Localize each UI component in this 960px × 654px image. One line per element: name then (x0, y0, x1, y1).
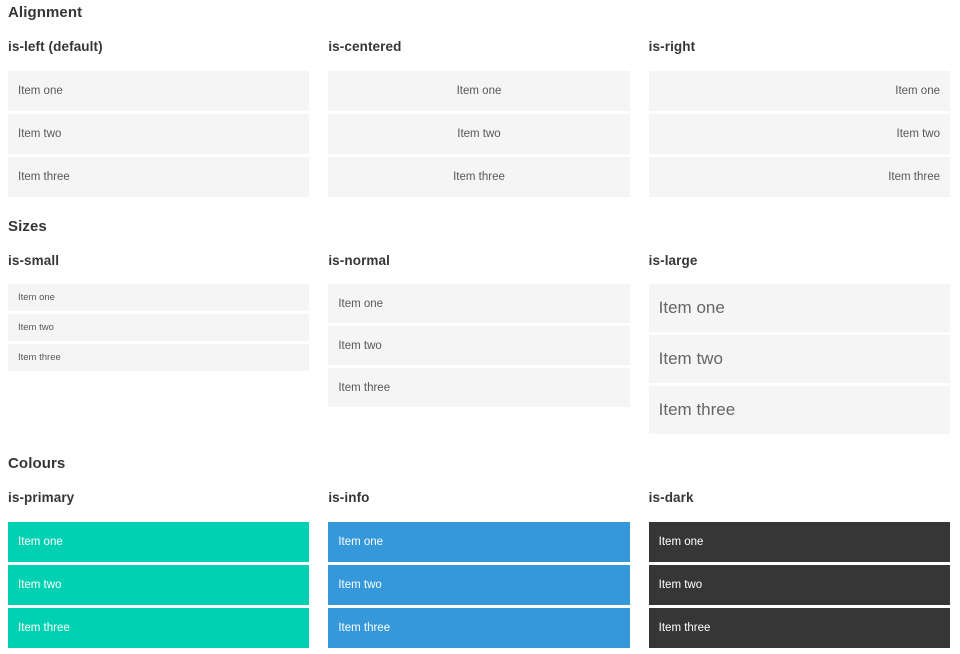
list-item: Item three (8, 607, 310, 648)
list-item: Item three (648, 386, 950, 434)
list-item: Item two (8, 564, 310, 605)
column-dark: is-dark Item one Item two Item three (648, 490, 950, 651)
item-list: Item one Item two Item three (328, 521, 630, 648)
item-list: Item one Item two Item three (328, 284, 630, 407)
list-item: Item three (328, 368, 630, 407)
column-subtitle: is-centered (328, 39, 402, 54)
column-subtitle: is-primary (8, 490, 75, 505)
section-sizes: Sizes is-small Item one Item two Item thre… (8, 219, 950, 438)
list-item: Item two (648, 564, 950, 605)
section-colours: Colours is-primary Item one Item two Item … (8, 456, 950, 651)
section-grid: is-left (default) Item one Item two Item t… (8, 40, 950, 200)
section-title: Sizes (8, 217, 47, 235)
column-subtitle: is-info (328, 490, 370, 505)
column-subtitle: is-small (8, 252, 60, 268)
list-item: Item two (648, 335, 950, 383)
list-item: Item three (328, 607, 630, 648)
column-left: is-left (default) Item one Item two Item t… (8, 39, 310, 200)
section-title: Alignment (8, 4, 83, 21)
section-grid: is-small Item one Item two Item three is-n… (8, 252, 950, 438)
list-item: Item one (648, 70, 950, 111)
section-grid: is-primary Item one Item two Item three is… (8, 491, 950, 651)
list-item: Item three (648, 156, 950, 197)
list-item: Item two (8, 314, 310, 341)
list-item: Item one (648, 284, 950, 332)
column-large: is-large Item one Item two Item three (648, 252, 950, 438)
section-alignment: Alignment is-left (default) Item one Item… (8, 5, 950, 200)
column-subtitle: is-right (648, 39, 696, 54)
list-item: Item one (8, 284, 310, 311)
list-item: Item two (648, 113, 950, 154)
column-subtitle: is-dark (648, 490, 694, 505)
item-list: Item one Item two Item three (8, 70, 310, 197)
item-list: Item one Item two Item three (8, 521, 310, 648)
column-normal: is-normal Item one Item two Item three (328, 252, 630, 411)
item-list: Item one Item two Item three (648, 521, 950, 648)
column-right: is-right Item one Item two Item three (648, 39, 950, 200)
list-item: Item three (8, 156, 310, 197)
list-item: Item one (328, 284, 630, 323)
list-item: Item one (328, 521, 630, 562)
list-item: Item one (648, 521, 950, 562)
list-item: Item two (328, 113, 630, 154)
section-title: Colours (8, 455, 66, 472)
list-item: Item one (8, 521, 310, 562)
column-primary: is-primary Item one Item two Item three (8, 490, 310, 651)
column-subtitle: is-large (648, 252, 698, 268)
item-list: Item one Item two Item three (648, 70, 950, 197)
list-item: Item one (328, 70, 630, 111)
item-list: Item one Item two Item three (648, 284, 950, 434)
item-list: Item one Item two Item three (328, 70, 630, 197)
column-centered: is-centered Item one Item two Item three (328, 39, 630, 200)
column-subtitle: is-left (default) (8, 39, 103, 54)
column-subtitle: is-normal (328, 252, 390, 268)
list-item: Item three (8, 344, 310, 371)
column-small: is-small Item one Item two Item three (8, 252, 310, 375)
list-item: Item two (8, 113, 310, 154)
list-item: Item three (328, 156, 630, 197)
list-item: Item three (648, 607, 950, 648)
item-list: Item one Item two Item three (8, 284, 310, 371)
list-item: Item one (8, 70, 310, 111)
list-item: Item two (328, 564, 630, 605)
list-item: Item two (328, 326, 630, 365)
column-info: is-info Item one Item two Item three (328, 490, 630, 651)
